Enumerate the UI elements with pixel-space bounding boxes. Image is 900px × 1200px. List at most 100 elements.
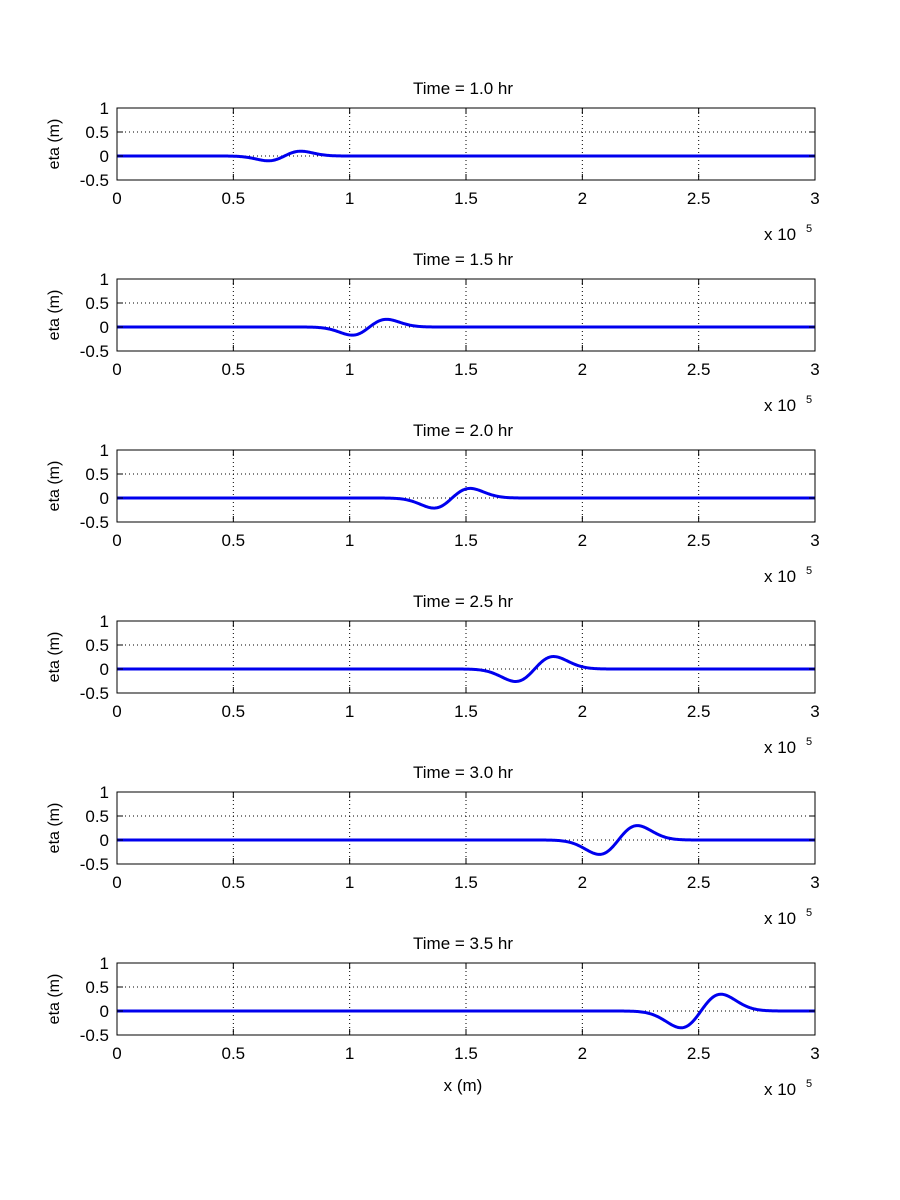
x-tick-label: 2 [578,873,587,892]
x-tick-label: 2 [578,1044,587,1063]
y-tick-label: 0 [100,660,109,679]
x-tick-label: 2.5 [687,189,711,208]
x-tick-label: 0 [112,873,121,892]
y-tick-label: -0.5 [80,171,109,190]
y-tick-label: 1 [100,99,109,118]
y-tick-label: 0 [100,147,109,166]
x-tick-label: 1 [345,702,354,721]
eta-line [116,149,816,163]
x-tick-label: 3 [810,873,819,892]
y-axis-label: eta (m) [46,974,63,1025]
x-tick-label: 1 [345,360,354,379]
y-tick-label: 1 [100,270,109,289]
x-tick-label: 2 [578,702,587,721]
subplot-title: Time = 1.5 hr [413,250,513,269]
x-multiplier-label: x 10 [764,225,796,244]
x-tick-label: 2 [578,531,587,550]
subplot-title: Time = 3.0 hr [413,763,513,782]
x-tick-label: 0.5 [222,531,246,550]
x-tick-label: 2.5 [687,873,711,892]
x-multiplier-exponent: 5 [806,736,812,748]
x-tick-label: 2.5 [687,702,711,721]
eta-line [116,317,816,337]
x-multiplier-label: x 10 [764,909,796,928]
y-tick-label: -0.5 [80,855,109,874]
eta-line [116,992,816,1030]
y-tick-label: 1 [100,612,109,631]
y-tick-label: 0.5 [85,465,109,484]
x-tick-label: 1 [345,1044,354,1063]
x-tick-label: 2 [578,360,587,379]
y-tick-label: 0 [100,489,109,508]
subplot-title: Time = 1.0 hr [413,79,513,98]
x-tick-label: 2.5 [687,531,711,550]
x-tick-label: 0.5 [222,1044,246,1063]
x-tick-label: 3 [810,531,819,550]
y-tick-label: 0.5 [85,807,109,826]
x-multiplier-exponent: 5 [806,223,812,235]
y-tick-label: 0.5 [85,294,109,313]
x-multiplier-exponent: 5 [806,394,812,406]
x-axis-label: x (m) [444,1076,483,1095]
y-axis-label: eta (m) [46,461,63,512]
subplot-title: Time = 2.5 hr [413,592,513,611]
x-tick-label: 3 [810,1044,819,1063]
subplot-title: Time = 3.5 hr [413,934,513,953]
x-tick-label: 1.5 [454,1044,478,1063]
x-tick-label: 1.5 [454,873,478,892]
x-tick-label: 0 [112,531,121,550]
eta-line [116,824,816,856]
y-axis-label: eta (m) [46,803,63,854]
x-tick-label: 0.5 [222,702,246,721]
y-tick-label: 1 [100,954,109,973]
x-tick-label: 0 [112,360,121,379]
x-multiplier-label: x 10 [764,738,796,757]
x-tick-label: 0 [112,702,121,721]
x-tick-label: 3 [810,189,819,208]
y-tick-label: -0.5 [80,684,109,703]
y-axis-label: eta (m) [46,632,63,683]
subplot-title: Time = 2.0 hr [413,421,513,440]
x-multiplier-label: x 10 [764,396,796,415]
x-tick-label: 3 [810,702,819,721]
x-tick-label: 2.5 [687,1044,711,1063]
x-tick-label: 1.5 [454,189,478,208]
y-tick-label: -0.5 [80,513,109,532]
y-tick-label: 0.5 [85,978,109,997]
x-tick-label: 0.5 [222,189,246,208]
x-multiplier-exponent: 5 [806,907,812,919]
x-tick-label: 1 [345,531,354,550]
x-tick-label: 1.5 [454,531,478,550]
y-axis-label: eta (m) [46,290,63,341]
x-tick-label: 1 [345,189,354,208]
eta-line [116,655,816,683]
x-tick-label: 2 [578,189,587,208]
x-tick-label: 0.5 [222,873,246,892]
x-multiplier-label: x 10 [764,567,796,586]
x-tick-label: 1.5 [454,360,478,379]
y-tick-label: 1 [100,441,109,460]
x-multiplier-label: x 10 [764,1080,796,1099]
y-tick-label: -0.5 [80,342,109,361]
y-tick-label: 0 [100,831,109,850]
y-tick-label: 1 [100,783,109,802]
x-multiplier-exponent: 5 [806,1078,812,1090]
y-tick-label: 0.5 [85,636,109,655]
x-tick-label: 0 [112,1044,121,1063]
y-tick-label: 0 [100,1002,109,1021]
y-tick-label: 0.5 [85,123,109,142]
y-tick-label: -0.5 [80,1026,109,1045]
x-tick-label: 0 [112,189,121,208]
x-tick-label: 1.5 [454,702,478,721]
x-tick-label: 2.5 [687,360,711,379]
y-tick-label: 0 [100,318,109,337]
x-multiplier-exponent: 5 [806,565,812,577]
x-tick-label: 0.5 [222,360,246,379]
